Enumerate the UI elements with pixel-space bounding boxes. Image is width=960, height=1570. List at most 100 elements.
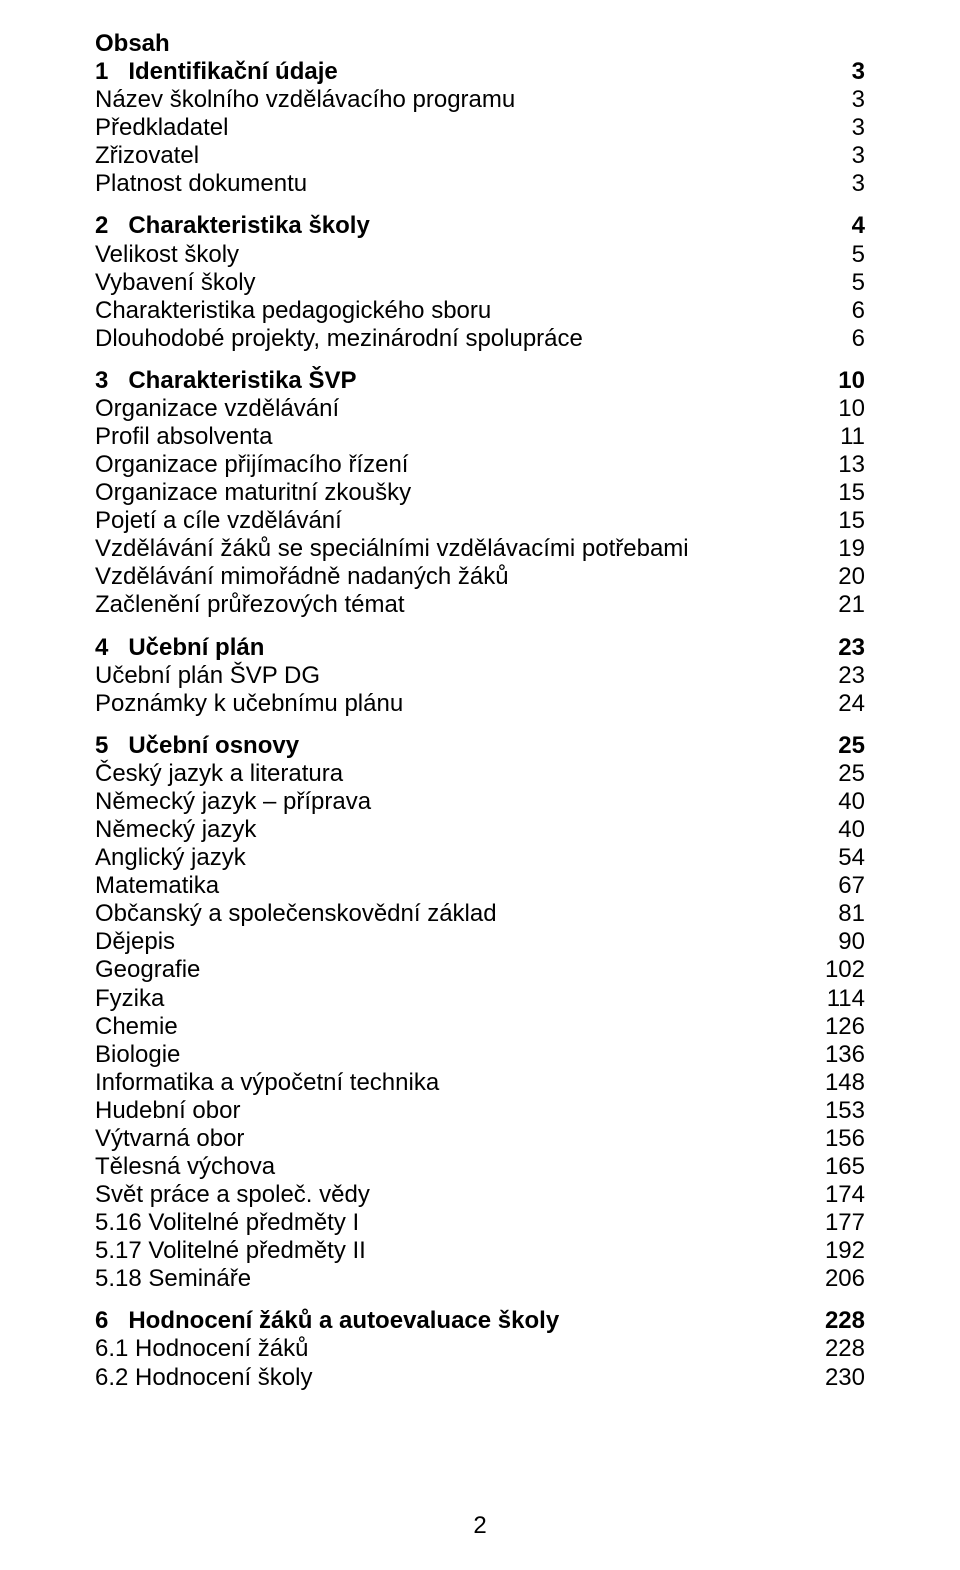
toc-item-page: 114 — [827, 985, 865, 1013]
toc-item-row: Zřizovatel3 — [95, 142, 865, 170]
toc-item-label: Pojetí a cíle vzdělávání — [95, 507, 342, 535]
toc-item-label: Výtvarná obor — [95, 1125, 244, 1153]
toc-item-page: 156 — [825, 1125, 865, 1153]
toc-item-label: Organizace přijímacího řízení — [95, 451, 408, 479]
toc-item-row: Profil absolventa 11 — [95, 423, 865, 451]
toc-item-row: Velikost školy 5 — [95, 241, 865, 269]
toc-item-row: Německý jazyk – příprava 40 — [95, 788, 865, 816]
toc-item-label: Velikost školy — [95, 241, 239, 269]
toc-item-label: Vzdělávání mimořádně nadaných žáků — [95, 563, 509, 591]
toc-item-row: Charakteristika pedagogického sboru6 — [95, 297, 865, 325]
section-heading-row: 4 Učební plán 23 — [95, 634, 865, 662]
toc-item-row: Svět práce a společ. vědy174 — [95, 1181, 865, 1209]
toc-item-row: Název školního vzdělávacího programu3 — [95, 86, 865, 114]
toc-item-row: Pojetí a cíle vzdělávání15 — [95, 507, 865, 535]
toc-item-page: 19 — [838, 535, 865, 563]
page-number-value: 2 — [473, 1512, 486, 1539]
toc-item-label: Vybavení školy — [95, 269, 256, 297]
toc-item-label: Fyzika — [95, 985, 164, 1013]
toc-item-row: 5.16 Volitelné předměty I 177 — [95, 1209, 865, 1237]
toc-item-row: Tělesná výchova 165 — [95, 1153, 865, 1181]
toc-item-label: 6.1 Hodnocení žáků — [95, 1335, 308, 1363]
toc-item-page: 5 — [852, 269, 865, 297]
toc-item-label: Tělesná výchova — [95, 1153, 275, 1181]
toc-item-page: 3 — [852, 170, 865, 198]
toc-item-row: Hudební obor153 — [95, 1097, 865, 1125]
toc-item-page: 177 — [825, 1209, 865, 1237]
toc-item-page: 90 — [838, 928, 865, 956]
toc-item-label: Hudební obor — [95, 1097, 240, 1125]
section-heading-row: 1 Identifikační údaje 3 — [95, 58, 865, 86]
toc-item-page: 192 — [825, 1237, 865, 1265]
toc-item-row: Anglický jazyk54 — [95, 844, 865, 872]
toc-item-page: 13 — [838, 451, 865, 479]
section-heading-row: 6 Hodnocení žáků a autoevaluace školy228 — [95, 1307, 865, 1335]
toc-item-row: Výtvarná obor 156 — [95, 1125, 865, 1153]
toc-item-row: Začlenění průřezových témat 21 — [95, 591, 865, 619]
toc-item-page: 23 — [838, 662, 865, 690]
toc-item-label: Poznámky k učebnímu plánu — [95, 690, 403, 718]
section-heading-page: 23 — [838, 634, 865, 662]
toc-item-row: Vybavení školy 5 — [95, 269, 865, 297]
section-spacer — [95, 1293, 865, 1307]
toc-item-row: Předkladatel3 — [95, 114, 865, 142]
toc-item-page: 165 — [825, 1153, 865, 1181]
toc-item-row: Chemie126 — [95, 1013, 865, 1041]
section-heading-label: 3 Charakteristika ŠVP — [95, 367, 356, 395]
section-heading-row: 2 Charakteristika školy4 — [95, 212, 865, 240]
section-heading-page: 3 — [852, 58, 865, 86]
toc-item-label: Organizace vzdělávání — [95, 395, 339, 423]
toc-item-page: 102 — [825, 956, 865, 984]
toc-item-row: Informatika a výpočetní technika148 — [95, 1069, 865, 1097]
toc-item-label: Zřizovatel — [95, 142, 199, 170]
toc-item-page: 11 — [840, 423, 865, 451]
toc-item-page: 6 — [852, 297, 865, 325]
toc-item-label: 5.17 Volitelné předměty II — [95, 1237, 366, 1265]
toc-item-page: 40 — [838, 816, 865, 844]
toc-item-label: Občanský a společenskovědní základ — [95, 900, 497, 928]
section-heading-page: 10 — [838, 367, 865, 395]
toc-item-label: Chemie — [95, 1013, 178, 1041]
section-heading-label: 4 Učební plán — [95, 634, 264, 662]
toc-item-label: Platnost dokumentu — [95, 170, 307, 198]
toc-item-row: Biologie136 — [95, 1041, 865, 1069]
toc-item-row: Dlouhodobé projekty, mezinárodní spolupr… — [95, 325, 865, 353]
toc-item-label: Profil absolventa — [95, 423, 272, 451]
section-heading-label: 5 Učební osnovy — [95, 732, 299, 760]
toc-item-row: Vzdělávání mimořádně nadaných žáků20 — [95, 563, 865, 591]
toc-item-page: 6 — [852, 325, 865, 353]
toc-item-page: 5 — [852, 241, 865, 269]
toc-item-label: Geografie — [95, 956, 200, 984]
toc-item-label: Předkladatel — [95, 114, 228, 142]
toc-item-row: Geografie 102 — [95, 956, 865, 984]
section-heading-label: 1 Identifikační údaje — [95, 58, 338, 86]
toc-item-page: 24 — [838, 690, 865, 718]
toc-item-label: Dějepis — [95, 928, 175, 956]
toc-item-label: 5.16 Volitelné předměty I — [95, 1209, 359, 1237]
toc-item-row: Platnost dokumentu 3 — [95, 170, 865, 198]
toc-item-label: Vzdělávání žáků se speciálními vzdělávac… — [95, 535, 689, 563]
toc-item-page: 40 — [838, 788, 865, 816]
toc-item-page: 15 — [838, 479, 865, 507]
toc-item-label: Organizace maturitní zkoušky — [95, 479, 411, 507]
toc-item-page: 25 — [838, 760, 865, 788]
toc-item-row: 5.17 Volitelné předměty II 192 — [95, 1237, 865, 1265]
toc-item-row: Organizace maturitní zkoušky 15 — [95, 479, 865, 507]
section-heading-page: 4 — [852, 212, 865, 240]
toc-title: Obsah — [95, 30, 170, 58]
page-number: 2 — [0, 1512, 960, 1540]
toc-item-row: Matematika 67 — [95, 872, 865, 900]
toc-item-label: Anglický jazyk — [95, 844, 246, 872]
toc-item-label: Informatika a výpočetní technika — [95, 1069, 439, 1097]
toc-item-page: 21 — [838, 591, 865, 619]
toc-item-label: Začlenění průřezových témat — [95, 591, 404, 619]
toc-item-row: Vzdělávání žáků se speciálními vzdělávac… — [95, 535, 865, 563]
toc-item-row: Fyzika 114 — [95, 985, 865, 1013]
toc-item-page: 230 — [825, 1364, 865, 1392]
toc-item-page: 206 — [825, 1265, 865, 1293]
toc-item-row: Organizace přijímacího řízení 13 — [95, 451, 865, 479]
toc-item-label: 5.18 Semináře — [95, 1265, 251, 1293]
toc-item-label: Matematika — [95, 872, 219, 900]
toc-item-page: 67 — [838, 872, 865, 900]
toc-item-label: Německý jazyk – příprava — [95, 788, 371, 816]
